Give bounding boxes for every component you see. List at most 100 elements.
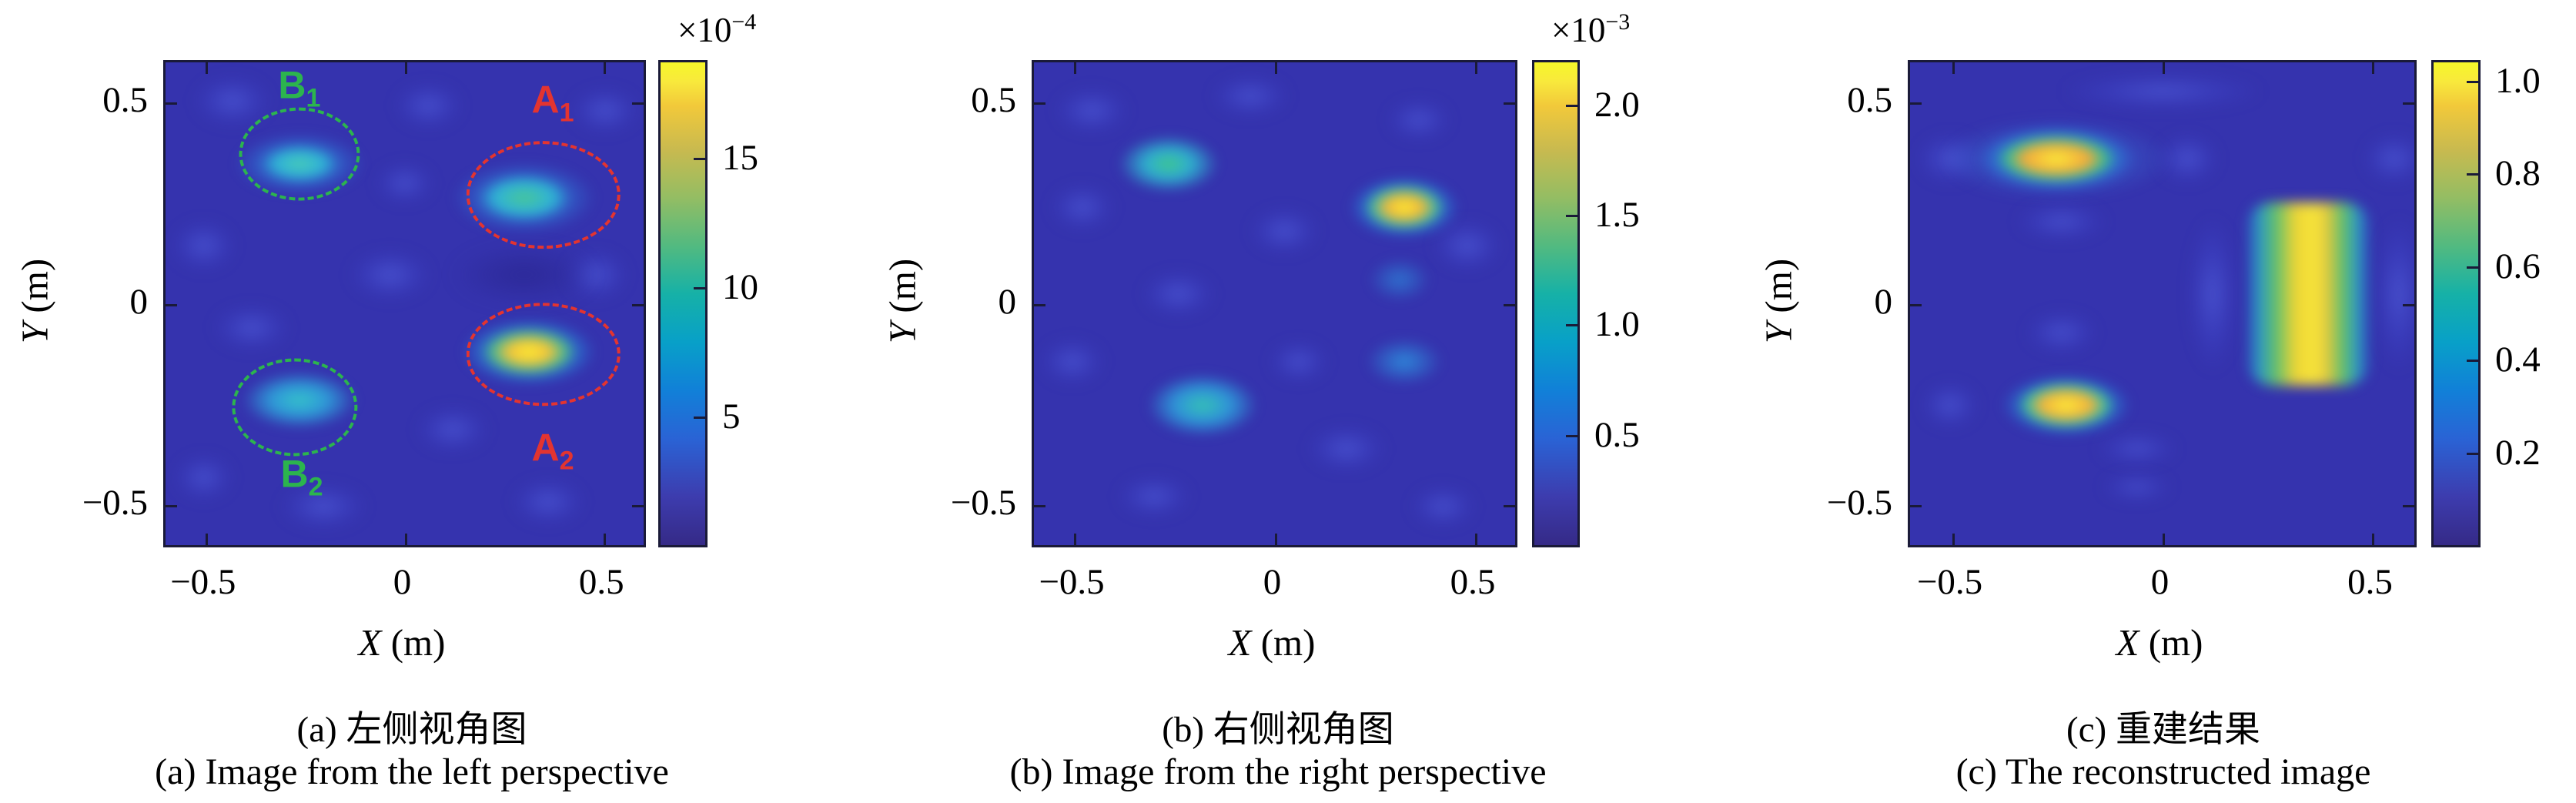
- axis-tick: [1910, 303, 1922, 306]
- y-tick-label: 0.5: [102, 80, 148, 121]
- caption-zh-a: (a) 左侧视角图: [296, 710, 527, 750]
- axis-tick: [1952, 62, 1955, 74]
- x-tick-label: 0.5: [1450, 562, 1496, 602]
- heatmap-panel-c: [1908, 60, 2417, 547]
- heat-ripple: [2061, 74, 2263, 109]
- axis-tick: [1910, 504, 1922, 507]
- heat-ripple: [2364, 135, 2414, 183]
- axis-tick: [205, 534, 208, 545]
- colorbar-tick-label: 0.4: [2495, 339, 2541, 380]
- heat-ripple: [213, 306, 290, 350]
- axis-tick: [2372, 62, 2375, 74]
- roi-label-a2: A2: [531, 426, 574, 476]
- axis-tick: [604, 62, 607, 74]
- axis-tick: [404, 62, 407, 74]
- heat-ripple: [1212, 76, 1290, 115]
- heat-ripple: [417, 407, 489, 451]
- colorbar-tick-label: 10: [722, 266, 758, 307]
- heatmap-panel-a: B1 A1 A2 B2: [163, 60, 646, 547]
- colorbar-tick-label: 0.6: [2495, 246, 2541, 287]
- colorbar-tick: [1566, 104, 1577, 107]
- heat-shadow: [452, 246, 596, 304]
- x-axis-label-b: X (m): [1228, 621, 1316, 664]
- heatmap-panel-b: [1032, 60, 1517, 547]
- roi-ellipse-b2: [232, 358, 358, 457]
- y-axis-label-b: Y (m): [881, 258, 924, 344]
- axis-tick-labels-c: −0.5 0 0.5 0.5 0 −0.5: [1827, 60, 2412, 602]
- y-tick-label: 0: [1874, 281, 1893, 322]
- colorbar-a: 15 10 5: [658, 60, 758, 547]
- axis-tick: [1034, 102, 1045, 105]
- axis-tick: [632, 102, 644, 105]
- heat-ripple: [1411, 487, 1474, 526]
- axis-tick: [1034, 303, 1045, 306]
- y-tick-label: 0.5: [971, 80, 1016, 121]
- heat-ripple: [376, 163, 433, 202]
- x-tick-label: 0: [393, 562, 412, 602]
- roi-label-b1: B1: [278, 63, 321, 113]
- colorbar-exponent-b: ×10−3: [1551, 9, 1631, 49]
- axis-tick: [1034, 504, 1045, 507]
- roi-label-a1: A1: [531, 78, 574, 128]
- y-axis-label-c: Y (m): [1757, 258, 1800, 344]
- axis-tick: [632, 504, 644, 507]
- heat-ripple: [1041, 340, 1104, 383]
- heat-ripple: [2096, 433, 2178, 463]
- colorbar-tick-label: 1.0: [2495, 60, 2541, 101]
- heat-ripple: [280, 484, 366, 529]
- axis-tick: [404, 534, 407, 545]
- heat-ripple: [1387, 101, 1450, 140]
- axis-tick: [2403, 303, 2414, 306]
- x-tick-label: 0.5: [2347, 562, 2393, 602]
- heat-ripple: [1250, 209, 1318, 253]
- axis-tick: [1274, 534, 1277, 545]
- axis-tick: [205, 62, 208, 74]
- axis-tick: [2403, 102, 2414, 105]
- axis-tick-labels-b: −0.5 0 0.5 0.5 0 −0.5: [951, 60, 1513, 602]
- axis-tick: [166, 504, 177, 507]
- roi-ellipse-a1: [466, 141, 621, 249]
- axis-tick: [1474, 534, 1477, 545]
- colorbar-c: 1.0 0.8 0.6 0.4 0.2: [2431, 60, 2541, 547]
- colorbar-tick: [2467, 266, 2478, 269]
- heat-blob-lower-left: [2000, 373, 2133, 437]
- x-tick-label: −0.5: [1916, 562, 1983, 602]
- heat-ripple: [175, 456, 233, 500]
- colorbar-tick-label: 0.5: [1594, 415, 1640, 456]
- axis-tick: [166, 303, 177, 306]
- y-tick-label: 0.5: [1847, 80, 1892, 121]
- colorbar-tick-label: 0.2: [2495, 432, 2541, 473]
- axis-tick: [2162, 62, 2165, 74]
- heat-ripple: [1050, 185, 1114, 229]
- heat-ripple: [2101, 475, 2173, 500]
- heat-column-reconstructed: [2245, 202, 2372, 386]
- axis-tick-labels-a: −0.5 0 0.5 0.5 0 −0.5: [82, 60, 641, 602]
- colorbar-exponent-a: ×10−4: [677, 9, 757, 49]
- heat-ripple: [1308, 427, 1386, 470]
- roi-label-b2: B2: [280, 452, 323, 502]
- colorbar-tick: [694, 416, 705, 419]
- y-tick-label: −0.5: [82, 482, 148, 523]
- colorbar-tick-label: 1.5: [1594, 194, 1640, 235]
- x-tick-label: −0.5: [1039, 562, 1105, 602]
- heat-blob-upper-left: [1118, 135, 1219, 193]
- heat-blob-cyan-smudge: [1366, 337, 1444, 386]
- axis-tick: [1504, 102, 1515, 105]
- axis-tick: [2403, 504, 2414, 507]
- axis-tick: [1274, 62, 1277, 74]
- heat-blob-upper-left: [1978, 127, 2135, 191]
- caption-zh-b: (b) 右侧视角图: [1162, 710, 1394, 750]
- heat-ripple: [1270, 342, 1328, 381]
- heat-ripple: [1055, 89, 1128, 132]
- heat-ripple: [2190, 216, 2236, 372]
- y-tick-label: 0: [129, 281, 149, 322]
- roi-ellipse-a2: [466, 303, 621, 407]
- axis-tick: [2372, 534, 2375, 545]
- heat-ripple: [2026, 313, 2097, 353]
- colorbar-tick: [2467, 173, 2478, 176]
- x-axis-label-a: X (m): [358, 621, 446, 664]
- x-axis-label-c: X (m): [2116, 621, 2203, 664]
- colorbar-tick: [1566, 435, 1577, 438]
- colorbar-tick-label: 1.0: [1594, 304, 1640, 345]
- heat-ripple: [571, 89, 639, 132]
